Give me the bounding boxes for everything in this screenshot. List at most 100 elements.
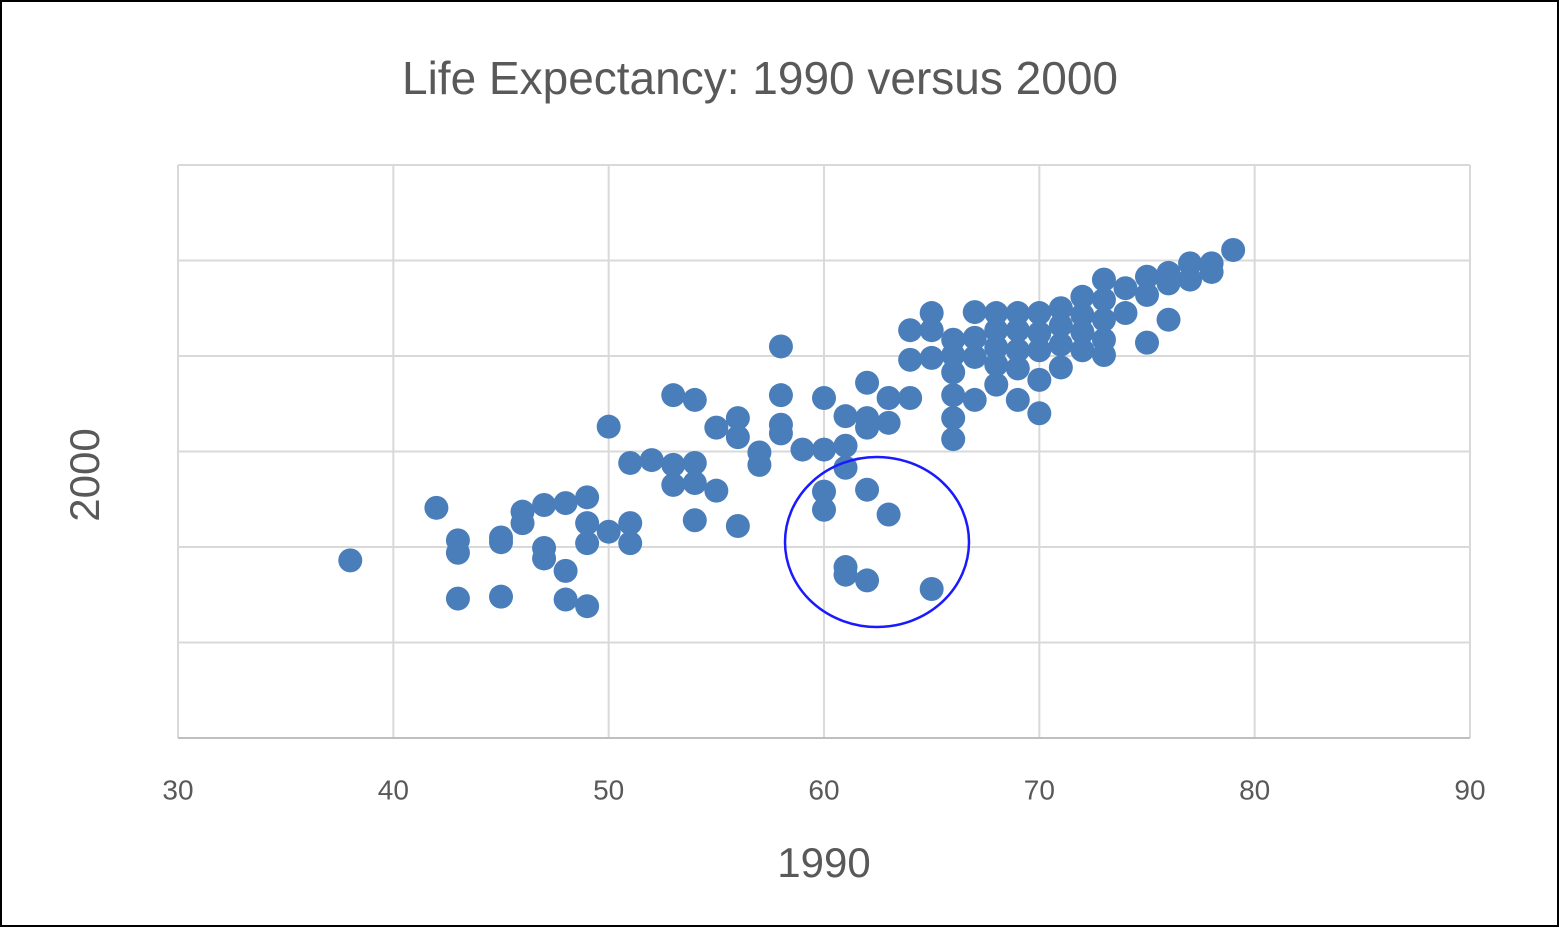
point [855, 370, 880, 395]
x-tick-label: 70 [1024, 774, 1055, 805]
point [747, 452, 772, 477]
point [962, 325, 987, 350]
point [1005, 356, 1030, 381]
point [941, 427, 966, 452]
point [984, 372, 1009, 397]
point [661, 452, 686, 477]
point [941, 343, 966, 368]
point [941, 360, 966, 385]
point [941, 383, 966, 408]
point [1027, 301, 1052, 326]
point [1091, 343, 1116, 368]
point [618, 450, 643, 475]
point [984, 318, 1009, 343]
point [1113, 276, 1138, 301]
point [575, 594, 600, 619]
point [682, 387, 707, 412]
point [618, 531, 643, 556]
point [1027, 338, 1052, 363]
point [489, 584, 513, 609]
point [1178, 267, 1203, 292]
x-tick-label: 60 [808, 774, 839, 805]
point [1005, 318, 1030, 343]
x-tick-label: 90 [1454, 774, 1485, 805]
point [424, 495, 449, 520]
point [661, 472, 686, 497]
point [510, 511, 535, 536]
point [984, 352, 1009, 377]
point [833, 433, 858, 458]
highlight-circle [783, 455, 971, 629]
point [1005, 338, 1030, 363]
point [919, 345, 944, 370]
point [682, 471, 707, 496]
point [489, 530, 513, 555]
point [1070, 338, 1095, 363]
point [898, 386, 923, 411]
point [338, 548, 363, 573]
point [1048, 332, 1073, 357]
point [1113, 301, 1138, 326]
point [962, 300, 987, 325]
point [1135, 330, 1159, 355]
point [876, 410, 901, 435]
point [553, 558, 578, 583]
point [1199, 259, 1224, 284]
point [898, 347, 923, 372]
x-tick-label: 50 [593, 774, 624, 805]
point [984, 335, 1009, 360]
point [1091, 287, 1116, 312]
point [596, 414, 621, 439]
point [768, 421, 793, 446]
point [833, 455, 858, 480]
point [553, 587, 578, 612]
point [575, 511, 600, 536]
y-axis-label: 2000 [61, 428, 108, 521]
point [1070, 320, 1095, 345]
point [855, 568, 880, 593]
point [1156, 271, 1181, 296]
point [704, 478, 729, 503]
point [725, 406, 750, 431]
point [855, 415, 880, 440]
point [855, 477, 880, 502]
point [1221, 237, 1246, 262]
point [445, 586, 470, 611]
point [532, 492, 557, 517]
point [575, 485, 600, 510]
point [1091, 267, 1116, 292]
point [661, 383, 686, 408]
point [919, 577, 944, 602]
point [812, 479, 836, 504]
point [1048, 355, 1073, 380]
point [704, 415, 729, 440]
point [898, 318, 923, 343]
point [725, 425, 750, 450]
point [812, 437, 836, 462]
point [833, 562, 858, 587]
point [941, 406, 966, 431]
point [1156, 307, 1181, 332]
x-tick-label: 30 [162, 774, 193, 805]
point [812, 386, 836, 411]
point [812, 497, 836, 522]
point [532, 546, 557, 571]
point [962, 387, 987, 412]
point [575, 531, 600, 556]
point [919, 301, 944, 326]
point [768, 383, 793, 408]
point [618, 511, 643, 536]
point [1048, 296, 1073, 321]
point [553, 491, 578, 516]
chart-title: Life Expectancy: 1990 versus 2000 [402, 52, 1118, 104]
point [1070, 284, 1095, 309]
point [833, 404, 858, 429]
point [445, 540, 470, 565]
point [639, 448, 664, 473]
point [790, 437, 815, 462]
point [1070, 302, 1095, 327]
x-axis-label: 1990 [777, 839, 870, 886]
point [1135, 282, 1159, 307]
x-tick-label: 40 [378, 774, 409, 805]
